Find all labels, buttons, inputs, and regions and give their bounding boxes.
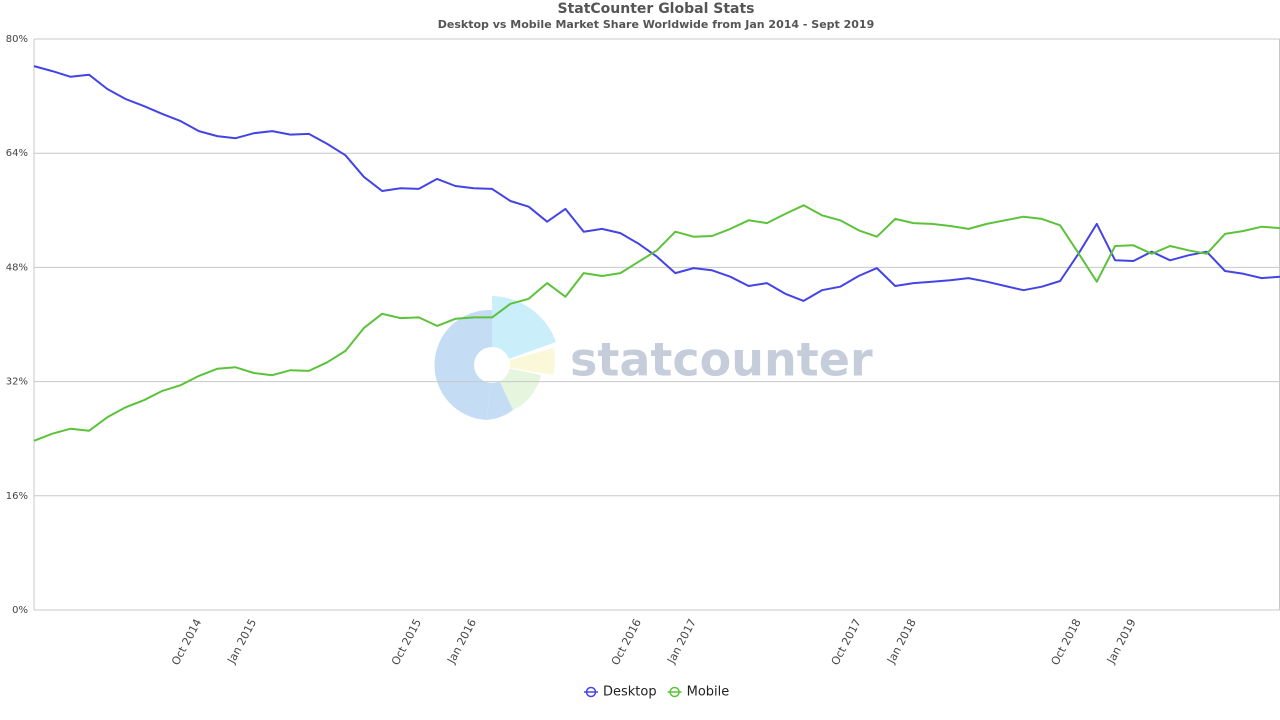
watermark: statcounter: [570, 333, 873, 387]
y-tick-label: 32%: [6, 377, 28, 388]
x-tick-label: Oct 2014: [169, 617, 204, 668]
series-line: [33, 65, 1280, 302]
x-tick-label: Jan 2015: [224, 617, 259, 667]
x-tick-label: Jan 2016: [444, 617, 479, 667]
x-tick-label: Oct 2018: [1049, 617, 1084, 668]
x-tick-label: Jan 2018: [884, 617, 919, 667]
x-tick-label: Oct 2016: [609, 617, 644, 668]
y-tick-label: 0%: [12, 605, 28, 616]
x-tick-label: Jan 2019: [1104, 617, 1139, 667]
y-tick-label: 64%: [6, 148, 28, 159]
logo-segment: [434, 309, 492, 420]
legend-label: Mobile: [687, 685, 730, 700]
y-tick-label: 16%: [6, 491, 28, 502]
logo-segment: [492, 365, 541, 410]
x-tick-label: Oct 2015: [389, 617, 424, 668]
logo-segment: [487, 365, 513, 420]
y-tick-label: 80%: [6, 34, 28, 45]
series-line: [33, 204, 1280, 442]
x-tick-label: Oct 2017: [829, 617, 864, 668]
logo-segment: [492, 296, 556, 365]
chart-title: StatCounter Global Stats: [557, 1, 754, 17]
watermark-logo: [434, 296, 556, 420]
x-tick-label: Jan 2017: [664, 617, 699, 667]
chart-subtitle: Desktop vs Mobile Market Share Worldwide…: [438, 18, 874, 31]
logo-hole: [474, 347, 510, 383]
legend-label: Desktop: [603, 685, 657, 700]
y-tick-label: 48%: [6, 262, 28, 273]
logo-segment: [492, 348, 555, 375]
